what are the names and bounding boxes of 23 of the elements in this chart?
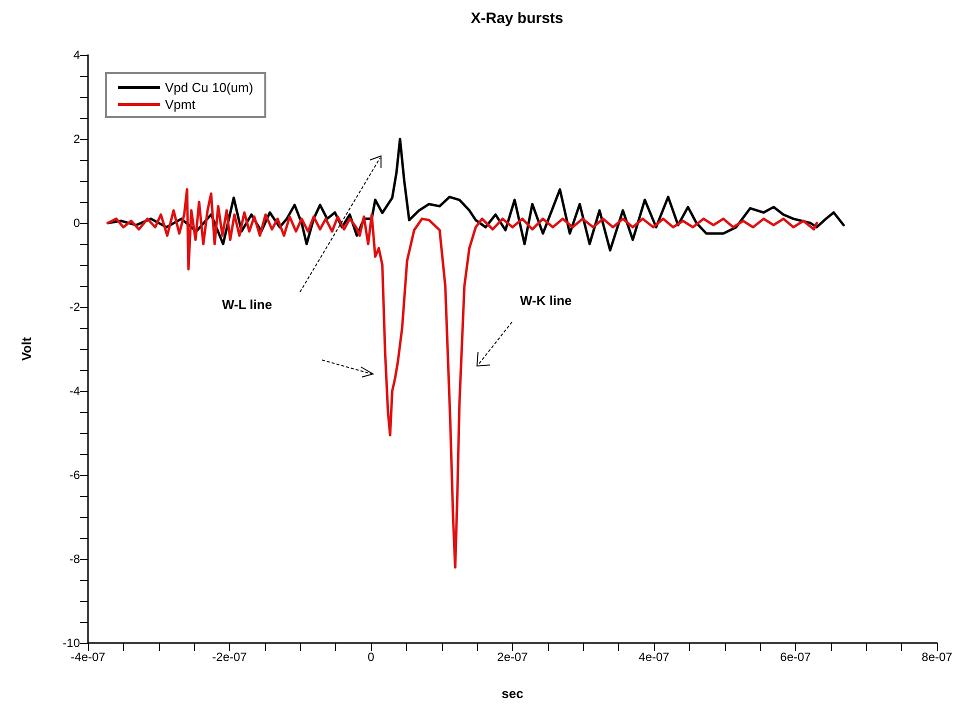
x-tick-label: 8e-07	[922, 650, 953, 664]
y-tick-label: -6	[69, 468, 80, 482]
legend-label: Vpd Cu 10(um)	[165, 80, 254, 95]
x-tick-label: 4e-07	[638, 650, 670, 664]
x-tick-label: 2e-07	[497, 650, 528, 664]
y-tick-label: 4	[73, 48, 80, 62]
legend-label: Vpmt	[165, 97, 196, 112]
y-tick-label: -2	[69, 300, 80, 314]
y-tick-label: 0	[73, 216, 80, 230]
x-tick-label: -2e-07	[212, 650, 248, 664]
x-tick-label: 6e-07	[780, 650, 812, 664]
y-tick-label: -8	[69, 552, 80, 566]
y-axis-title: Volt	[19, 336, 34, 361]
y-tick-label: 2	[73, 132, 80, 146]
annotation: W-L line	[222, 297, 272, 312]
x-tick-label: -4e-07	[70, 650, 106, 664]
x-axis-title: sec	[502, 686, 524, 701]
annotation: W-K line	[520, 293, 572, 308]
y-tick-label: -4	[69, 384, 80, 398]
y-tick-label: -10	[62, 636, 80, 650]
x-tick-label: 0	[368, 650, 375, 664]
chart-title: X-Ray bursts	[470, 10, 564, 27]
line-series	[106, 188, 818, 569]
